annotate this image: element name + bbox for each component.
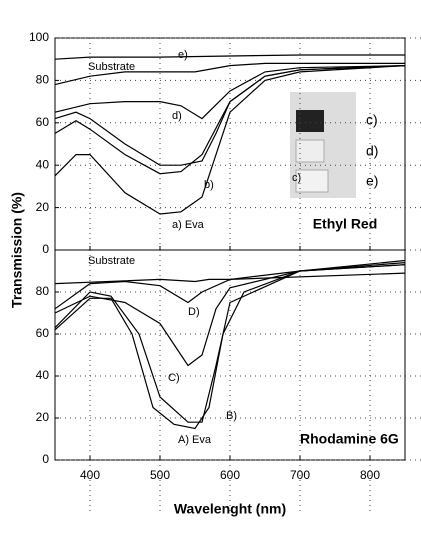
curve-label: Substrate <box>88 61 135 73</box>
curve <box>54 262 406 423</box>
film-d <box>295 139 325 163</box>
inset-label: d) <box>366 143 378 159</box>
y-tick-label: 60 <box>36 115 50 129</box>
y-tick-label: 40 <box>36 157 50 171</box>
curve-label: D) <box>188 306 200 318</box>
y-tick-label: 100 <box>29 30 49 44</box>
curve <box>54 264 406 310</box>
curve-label: A) Eva <box>178 434 212 446</box>
curve-label: c) <box>292 172 301 184</box>
x-tick-label: 600 <box>220 468 240 482</box>
inset-label: e) <box>366 173 378 189</box>
x-axis-title: Wavelenght (nm) <box>174 501 286 517</box>
curve <box>54 65 406 215</box>
curve <box>54 62 405 86</box>
curve <box>54 259 406 430</box>
curve-label: b) <box>204 179 214 191</box>
film-c <box>296 110 324 132</box>
curve <box>54 65 406 175</box>
x-tick-label: 400 <box>80 468 100 482</box>
curve <box>54 264 406 367</box>
panel-annotation: Ethyl Red <box>313 216 378 232</box>
y-tick-label: 20 <box>36 410 50 424</box>
curve <box>54 65 406 120</box>
y-tick-label: 80 <box>36 73 50 87</box>
inset-label: c) <box>366 112 378 128</box>
y-tick-label: 40 <box>36 368 50 382</box>
curve-label: d) <box>172 110 182 122</box>
x-tick-label: 800 <box>360 468 380 482</box>
curve-label: B) <box>226 410 237 422</box>
curve-label: e) <box>178 49 188 61</box>
curve-label: C) <box>168 372 180 384</box>
x-tick-label: 700 <box>290 468 310 482</box>
panel-annotation: Rhodamine 6G <box>300 431 399 447</box>
curve-label: a) Eva <box>172 219 205 231</box>
x-tick-label: 500 <box>150 468 170 482</box>
y-axis-title: Transmission (%) <box>9 192 25 308</box>
y-tick-label: 20 <box>36 200 50 214</box>
y-tick-label: 0 <box>42 242 49 256</box>
curve-label: Substrate <box>88 255 135 267</box>
curve <box>54 54 405 60</box>
film-e <box>295 169 329 193</box>
y-tick-label: 0 <box>42 452 49 466</box>
y-tick-label: 80 <box>36 284 50 298</box>
y-tick-label: 60 <box>36 326 50 340</box>
curve <box>54 272 406 285</box>
